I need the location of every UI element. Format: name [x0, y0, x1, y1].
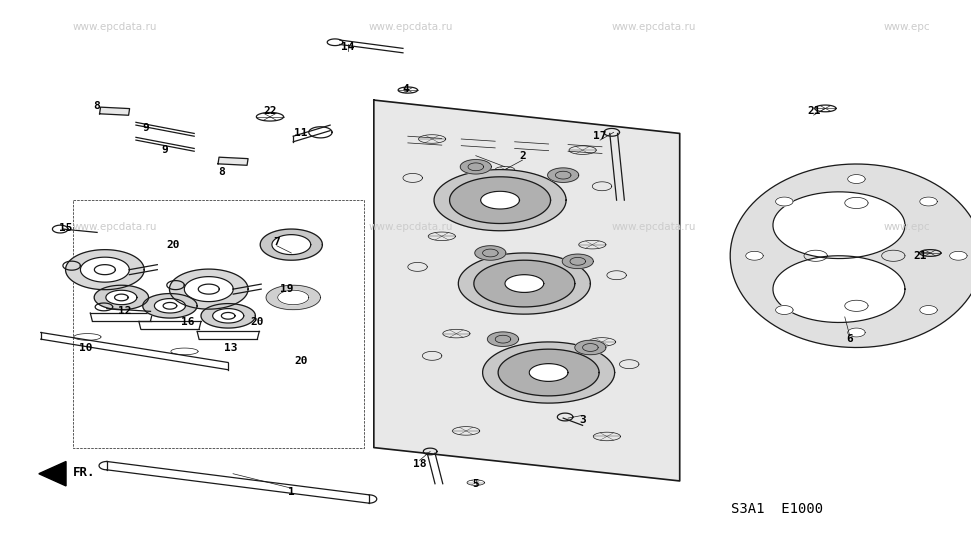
Text: 1: 1: [288, 487, 294, 497]
Polygon shape: [475, 246, 506, 260]
Text: 16: 16: [181, 317, 194, 327]
Polygon shape: [529, 364, 568, 381]
Polygon shape: [154, 299, 185, 313]
Text: 3: 3: [580, 415, 586, 425]
Text: 20: 20: [251, 317, 264, 327]
Text: 22: 22: [263, 106, 277, 116]
Text: 19: 19: [280, 284, 293, 294]
Polygon shape: [170, 269, 249, 309]
Polygon shape: [730, 164, 971, 348]
Polygon shape: [848, 328, 865, 337]
Text: 18: 18: [413, 459, 426, 469]
Polygon shape: [94, 285, 149, 310]
Text: www.epcdata.ru: www.epcdata.ru: [612, 222, 696, 232]
Polygon shape: [481, 191, 519, 209]
Text: 13: 13: [224, 342, 238, 353]
Text: www.epcdata.ru: www.epcdata.ru: [369, 222, 453, 232]
Polygon shape: [776, 197, 793, 206]
Text: 12: 12: [117, 306, 131, 316]
Text: 11: 11: [294, 128, 308, 138]
Text: 20: 20: [294, 356, 308, 366]
Text: 2: 2: [519, 151, 525, 161]
Polygon shape: [505, 275, 544, 292]
Polygon shape: [66, 250, 144, 290]
Polygon shape: [106, 290, 137, 305]
Text: 4: 4: [403, 84, 409, 94]
Polygon shape: [278, 290, 309, 305]
Text: 9: 9: [143, 123, 149, 133]
Polygon shape: [213, 309, 244, 323]
Polygon shape: [548, 168, 579, 182]
Polygon shape: [260, 229, 322, 260]
Text: 21: 21: [914, 251, 927, 261]
Polygon shape: [39, 461, 66, 486]
Text: 10: 10: [79, 342, 92, 353]
Polygon shape: [218, 157, 248, 165]
Polygon shape: [460, 160, 491, 174]
Text: 5: 5: [473, 479, 479, 489]
Text: S3A1  E1000: S3A1 E1000: [731, 502, 822, 516]
Text: 21: 21: [807, 106, 820, 116]
Polygon shape: [266, 285, 320, 310]
Polygon shape: [575, 340, 606, 355]
Polygon shape: [143, 294, 197, 318]
Polygon shape: [374, 100, 680, 481]
Polygon shape: [776, 306, 793, 315]
Polygon shape: [100, 107, 129, 115]
Text: www.epcdata.ru: www.epcdata.ru: [369, 22, 453, 32]
Polygon shape: [434, 170, 566, 231]
Polygon shape: [920, 197, 937, 206]
Text: FR.: FR.: [73, 465, 95, 479]
Text: www.epcdata.ru: www.epcdata.ru: [73, 22, 157, 32]
Text: www.epcdata.ru: www.epcdata.ru: [612, 22, 696, 32]
Polygon shape: [184, 277, 233, 301]
Text: www.epc: www.epc: [884, 222, 930, 232]
Polygon shape: [487, 332, 519, 346]
Text: 14: 14: [341, 42, 354, 52]
Polygon shape: [458, 253, 590, 314]
Polygon shape: [562, 254, 593, 269]
Text: 8: 8: [218, 167, 224, 177]
Polygon shape: [773, 256, 905, 322]
Text: 9: 9: [162, 145, 168, 155]
Polygon shape: [746, 251, 763, 260]
Text: 7: 7: [274, 237, 280, 247]
Polygon shape: [920, 306, 937, 315]
Polygon shape: [848, 175, 865, 183]
Polygon shape: [272, 235, 311, 255]
Text: 20: 20: [166, 240, 180, 250]
Polygon shape: [201, 304, 255, 328]
Polygon shape: [81, 257, 129, 282]
Polygon shape: [474, 260, 575, 307]
Polygon shape: [498, 349, 599, 396]
Text: 8: 8: [94, 101, 100, 111]
Text: www.epc: www.epc: [884, 22, 930, 32]
Polygon shape: [950, 251, 967, 260]
Text: www.epcdata.ru: www.epcdata.ru: [73, 222, 157, 232]
Text: 6: 6: [847, 334, 853, 344]
Text: 17: 17: [593, 131, 607, 141]
Text: 15: 15: [59, 223, 73, 233]
Polygon shape: [773, 192, 905, 259]
Polygon shape: [450, 177, 551, 224]
Polygon shape: [483, 342, 615, 403]
